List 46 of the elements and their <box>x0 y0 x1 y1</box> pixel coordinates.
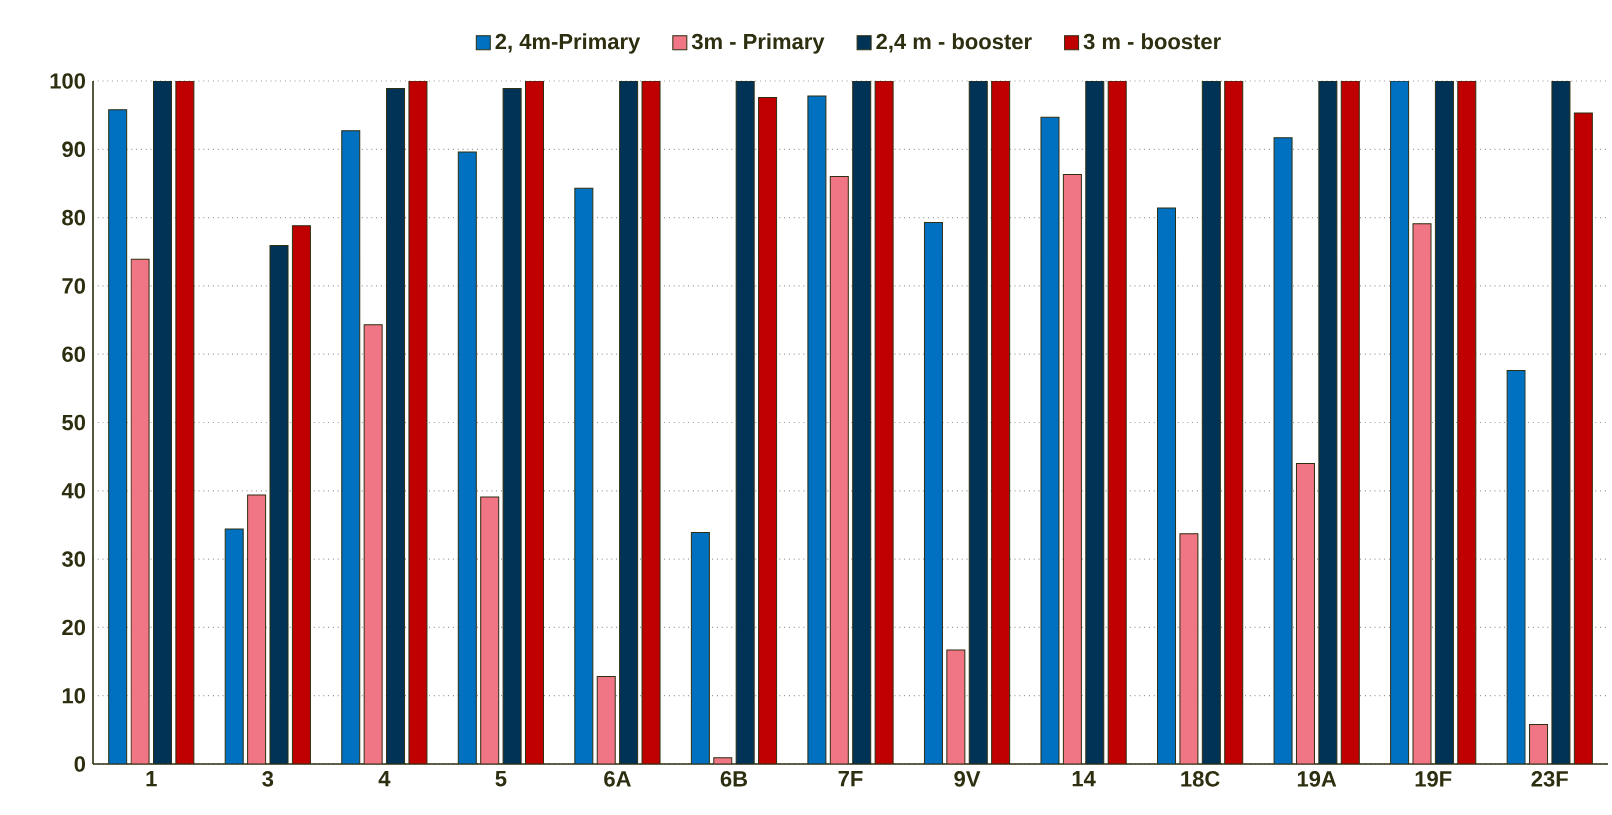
y-tick-label: 80 <box>62 209 86 226</box>
bar <box>596 676 616 764</box>
bar <box>574 187 594 764</box>
y-tick-label: 90 <box>62 141 86 158</box>
x-tick-label: 6A <box>604 771 631 787</box>
legend-label: 3m - Primary <box>691 33 825 54</box>
y-tick-label: 10 <box>62 687 86 704</box>
bar <box>1295 462 1315 764</box>
bar <box>457 151 477 764</box>
y-tick-label: 50 <box>62 414 86 431</box>
x-tick-label: 1 <box>146 771 157 787</box>
x-tick-label: 6B <box>720 771 748 787</box>
y-tick-label: 20 <box>62 619 86 636</box>
y-tick-label: 60 <box>62 346 86 362</box>
y-tick-label: 70 <box>62 278 86 294</box>
x-tick-label: 14 <box>1072 771 1096 787</box>
y-tick-label: 0 <box>74 756 86 772</box>
y-tick-label: 100 <box>50 73 86 89</box>
x-tick-label: 3 <box>262 771 274 787</box>
legend-label: 2,4 m - booster <box>876 33 1032 53</box>
x-tick-label: 18C <box>1181 771 1220 787</box>
bar <box>480 496 500 764</box>
bar <box>829 176 849 764</box>
bar <box>1390 81 1410 764</box>
bar <box>946 649 966 764</box>
legend-label: 3 m - booster <box>1083 33 1221 50</box>
bar <box>690 531 710 764</box>
bar <box>108 109 128 764</box>
bar <box>341 130 361 764</box>
bar <box>1157 207 1177 764</box>
x-tick-label: 4 <box>378 771 391 787</box>
bar <box>1529 723 1549 764</box>
bar <box>247 494 267 764</box>
bar <box>1062 174 1082 764</box>
x-tick-label: 19A <box>1297 771 1337 787</box>
bar <box>224 528 244 764</box>
x-tick-label: 7F <box>838 771 863 787</box>
x-tick-label: 9V <box>954 771 981 787</box>
bar <box>363 324 383 764</box>
x-tick-label: 5 <box>495 771 507 787</box>
x-tick-label: 23F <box>1531 771 1568 787</box>
x-tick-label: 19F <box>1415 771 1452 787</box>
bar <box>923 221 943 764</box>
y-tick-label: 30 <box>61 551 86 567</box>
y-tick-label: 40 <box>61 483 86 499</box>
legend-label: 2, 4m-Primary <box>495 33 641 54</box>
